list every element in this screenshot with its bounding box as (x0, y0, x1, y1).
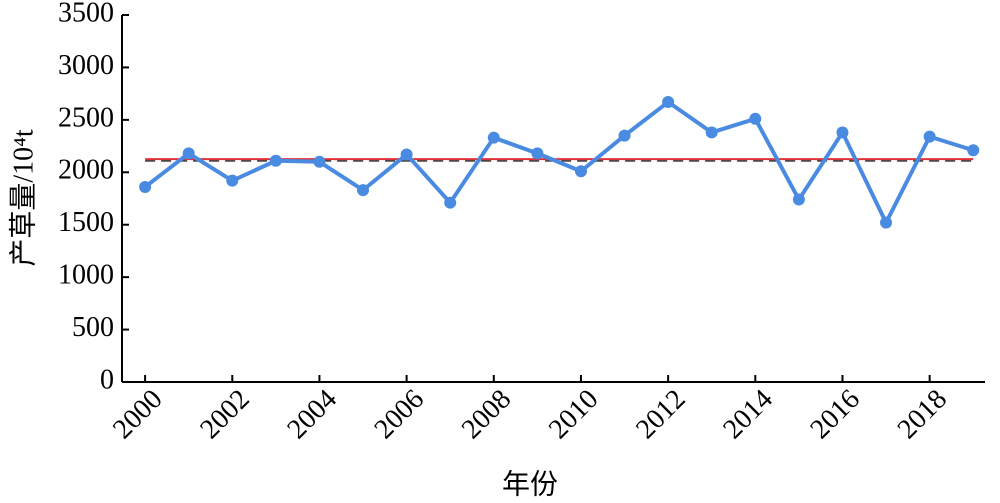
x-tick-label: 2016 (804, 384, 866, 446)
data-point (662, 96, 675, 109)
x-tick-label: 2004 (281, 384, 343, 446)
data-point (269, 154, 282, 167)
y-tick-label: 2000 (58, 155, 114, 186)
y-axis-label: 产草量/10⁴t (7, 129, 39, 267)
y-tick-label: 3000 (58, 50, 114, 81)
data-point (705, 126, 718, 139)
data-point (967, 144, 980, 157)
data-point (880, 216, 893, 229)
y-tick-label: 500 (72, 312, 114, 343)
data-point (923, 130, 936, 143)
data-point (749, 112, 762, 125)
y-tick-label: 1500 (58, 207, 114, 238)
y-tick-label: 3500 (58, 0, 114, 28)
data-point (139, 180, 152, 193)
x-tick-label: 2012 (630, 384, 692, 446)
x-tick-label: 2008 (456, 384, 518, 446)
x-tick-label: 2000 (107, 384, 169, 446)
x-tick-label: 2014 (717, 384, 779, 446)
data-point (574, 165, 587, 178)
data-point (313, 155, 326, 168)
x-axis-label: 年份 (502, 468, 558, 500)
x-tick-label: 2006 (369, 384, 431, 446)
data-point (226, 174, 239, 187)
data-point (792, 193, 805, 206)
x-tick-label: 2002 (194, 384, 256, 446)
data-point (836, 126, 849, 139)
data-point (182, 147, 195, 160)
data-point (618, 129, 631, 142)
x-tick-label: 2010 (543, 384, 605, 446)
data-line (143, 100, 974, 225)
data-point (531, 147, 544, 160)
data-point (357, 184, 370, 197)
y-tick-label: 1000 (58, 260, 114, 291)
y-tick-label: 0 (100, 364, 114, 395)
data-point (487, 131, 500, 144)
data-point (400, 148, 413, 161)
y-tick-label: 2500 (58, 102, 114, 133)
x-tick-label: 2018 (892, 384, 954, 446)
data-point (444, 196, 457, 209)
